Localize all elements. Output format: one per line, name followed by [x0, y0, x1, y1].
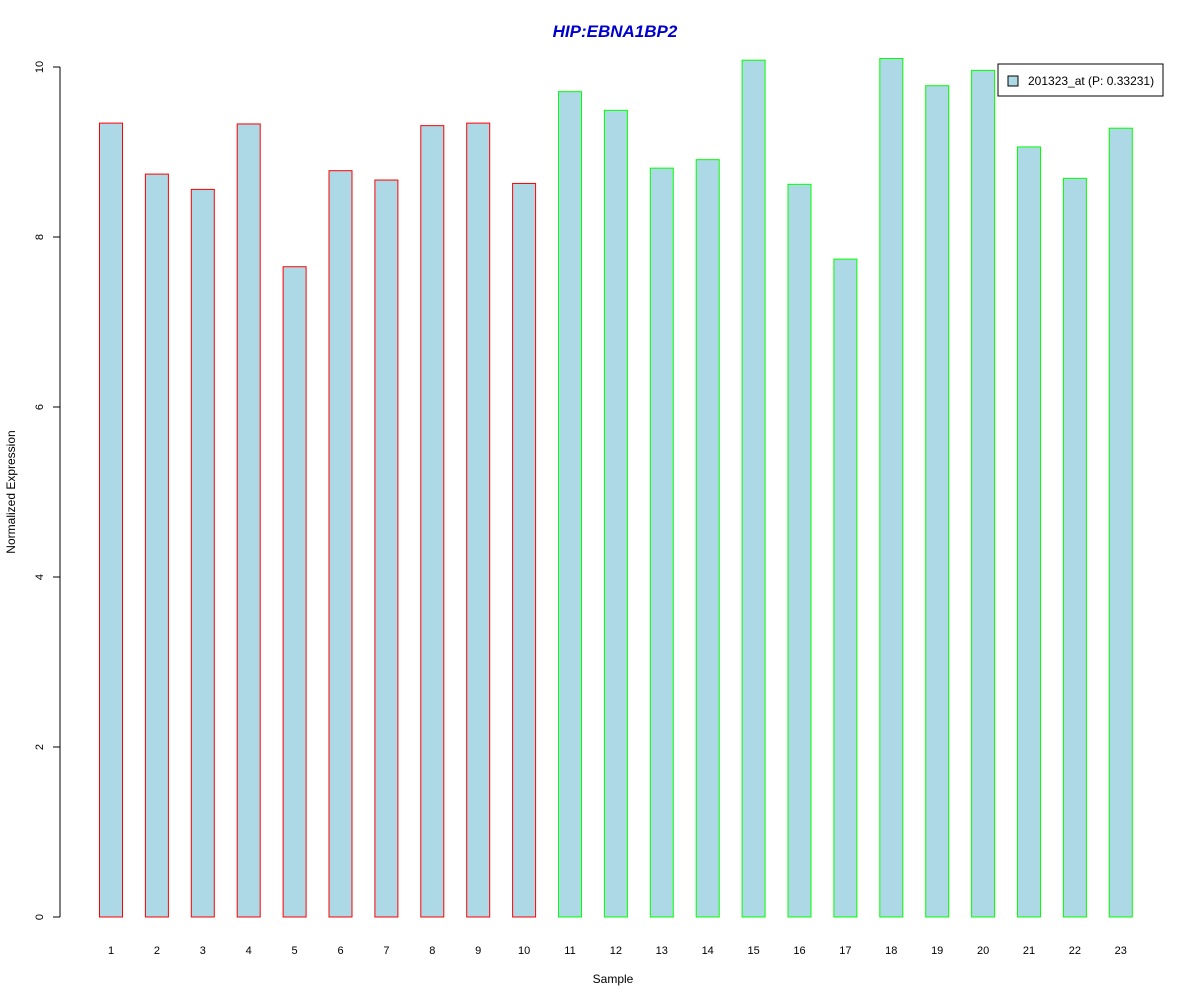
- x-tick-label: 4: [246, 945, 252, 957]
- x-tick-label: 10: [518, 945, 530, 957]
- legend-box: [997, 63, 1164, 97]
- bar-sample-9: [466, 122, 491, 918]
- bar-sample-13: [649, 167, 674, 918]
- y-axis: 0 2 4 6 8 10: [34, 61, 61, 920]
- x-tick-label: 8: [429, 945, 435, 957]
- bars: [99, 58, 1133, 918]
- bar-sample-11: [558, 91, 582, 918]
- y-axis-title: Normalized Expression: [4, 430, 18, 553]
- y-tick-label: 2: [34, 744, 46, 750]
- bar-sample-15: [741, 59, 766, 918]
- y-tick-label: 10: [34, 61, 46, 73]
- bar-sample-17: [833, 258, 858, 918]
- bar-sample-4: [236, 123, 261, 918]
- legend-label: 201323_at (P: 0.33231): [1028, 74, 1154, 88]
- bar-sample-16: [787, 183, 812, 918]
- y-tick-label: 8: [34, 234, 46, 240]
- legend: 201323_at (P: 0.33231): [997, 63, 1164, 97]
- bar-sample-21: [1017, 146, 1041, 918]
- x-tick-label: 6: [337, 945, 343, 957]
- bar-sample-10: [512, 182, 537, 918]
- x-tick-label: 23: [1115, 945, 1127, 957]
- bar-sample-3: [190, 188, 215, 918]
- x-tick-label: 12: [610, 945, 622, 957]
- bar-sample-22: [1062, 177, 1087, 918]
- x-tick-label: 14: [702, 945, 714, 957]
- x-tick-label: 19: [931, 945, 943, 957]
- bar-sample-18: [879, 58, 904, 918]
- x-tick-label: 22: [1069, 945, 1081, 957]
- bar-sample-8: [420, 125, 445, 918]
- bar-sample-1: [99, 122, 123, 918]
- chart-title: HIP:EBNA1BP2: [553, 22, 678, 41]
- x-tick-label: 11: [564, 945, 575, 957]
- x-tick-label: 21: [1023, 945, 1035, 957]
- x-tick-label: 7: [383, 945, 389, 957]
- bar-sample-12: [603, 109, 628, 918]
- y-tick-label: 4: [34, 574, 46, 580]
- legend-swatch: [1007, 75, 1019, 87]
- bar-sample-5: [282, 266, 307, 918]
- x-tick-label: 2: [154, 945, 160, 957]
- x-tick-label: 13: [656, 945, 668, 957]
- bar-sample-2: [144, 173, 169, 918]
- y-tick-label: 0: [34, 914, 46, 920]
- x-tick-label: 20: [977, 945, 989, 957]
- bar-sample-19: [925, 85, 950, 918]
- x-tick-label: 16: [793, 945, 805, 957]
- x-tick-label: 5: [292, 945, 298, 957]
- bar-sample-23: [1108, 127, 1133, 918]
- x-tick-label: 18: [885, 945, 897, 957]
- x-tick-label: 9: [475, 945, 481, 957]
- x-tick-label: 17: [839, 945, 851, 957]
- y-tick-label: 6: [34, 404, 46, 410]
- bar-sample-7: [374, 179, 399, 918]
- bar-sample-14: [695, 159, 720, 918]
- bar-sample-6: [328, 170, 353, 918]
- bar-sample-20: [971, 69, 996, 918]
- x-tick-label: 15: [747, 945, 759, 957]
- x-tick-label: 3: [200, 945, 206, 957]
- x-tick-labels: 1 2 3 4 5 6 7 8 9 10 11 12 13 14 15 16 17 18 19 20 21 22 23: [108, 945, 1127, 957]
- x-axis-title: Sample: [593, 972, 634, 986]
- x-tick-label: 1: [108, 945, 114, 957]
